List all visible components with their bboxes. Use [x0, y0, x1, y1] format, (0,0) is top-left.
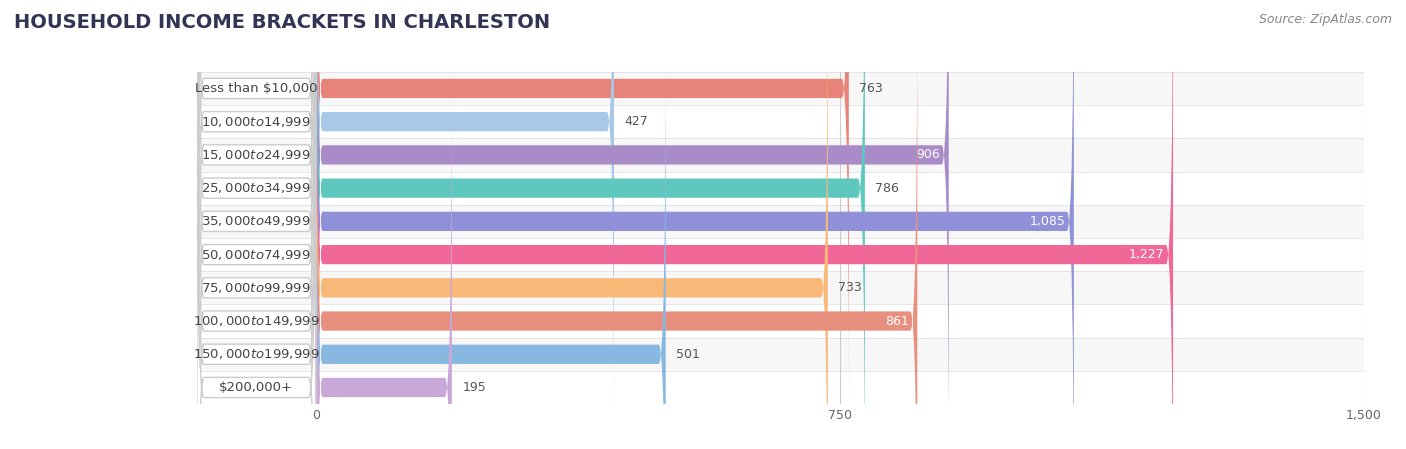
FancyBboxPatch shape: [315, 0, 849, 411]
Text: $75,000 to $99,999: $75,000 to $99,999: [201, 281, 311, 295]
Text: Less than $10,000: Less than $10,000: [195, 82, 318, 95]
Text: $15,000 to $24,999: $15,000 to $24,999: [201, 148, 311, 162]
Bar: [197, 271, 1364, 304]
FancyBboxPatch shape: [315, 0, 949, 449]
FancyBboxPatch shape: [197, 32, 315, 449]
FancyBboxPatch shape: [197, 0, 315, 449]
Text: 1,227: 1,227: [1129, 248, 1164, 261]
Text: Source: ZipAtlas.com: Source: ZipAtlas.com: [1258, 13, 1392, 26]
FancyBboxPatch shape: [315, 0, 614, 445]
FancyBboxPatch shape: [197, 0, 315, 449]
FancyBboxPatch shape: [315, 31, 665, 449]
Text: 763: 763: [859, 82, 883, 95]
Text: 427: 427: [624, 115, 648, 128]
FancyBboxPatch shape: [315, 0, 1074, 449]
FancyBboxPatch shape: [197, 0, 315, 410]
Text: 195: 195: [463, 381, 486, 394]
Text: $25,000 to $34,999: $25,000 to $34,999: [201, 181, 311, 195]
Text: 786: 786: [876, 182, 900, 194]
Text: $10,000 to $14,999: $10,000 to $14,999: [201, 114, 311, 129]
Text: $200,000+: $200,000+: [219, 381, 294, 394]
Text: $35,000 to $49,999: $35,000 to $49,999: [201, 214, 311, 229]
Text: $50,000 to $74,999: $50,000 to $74,999: [201, 247, 311, 262]
FancyBboxPatch shape: [197, 66, 315, 449]
Bar: [197, 371, 1364, 404]
Bar: [197, 304, 1364, 338]
Bar: [197, 72, 1364, 105]
Text: 1,085: 1,085: [1029, 215, 1066, 228]
Text: 733: 733: [838, 282, 862, 294]
Text: 906: 906: [917, 149, 941, 161]
FancyBboxPatch shape: [315, 0, 917, 449]
FancyBboxPatch shape: [315, 0, 865, 449]
FancyBboxPatch shape: [197, 0, 315, 449]
FancyBboxPatch shape: [197, 0, 315, 449]
Bar: [197, 205, 1364, 238]
FancyBboxPatch shape: [197, 0, 315, 444]
Text: $100,000 to $149,999: $100,000 to $149,999: [193, 314, 319, 328]
Bar: [197, 238, 1364, 271]
FancyBboxPatch shape: [315, 0, 1173, 449]
Text: HOUSEHOLD INCOME BRACKETS IN CHARLESTON: HOUSEHOLD INCOME BRACKETS IN CHARLESTON: [14, 13, 550, 32]
Bar: [197, 172, 1364, 205]
Bar: [197, 105, 1364, 138]
Text: 861: 861: [886, 315, 908, 327]
Text: $150,000 to $199,999: $150,000 to $199,999: [193, 347, 319, 361]
FancyBboxPatch shape: [315, 65, 451, 449]
Bar: [197, 138, 1364, 172]
FancyBboxPatch shape: [315, 0, 828, 449]
FancyBboxPatch shape: [197, 0, 315, 449]
Bar: [197, 338, 1364, 371]
Text: 501: 501: [676, 348, 700, 361]
FancyBboxPatch shape: [197, 0, 315, 449]
